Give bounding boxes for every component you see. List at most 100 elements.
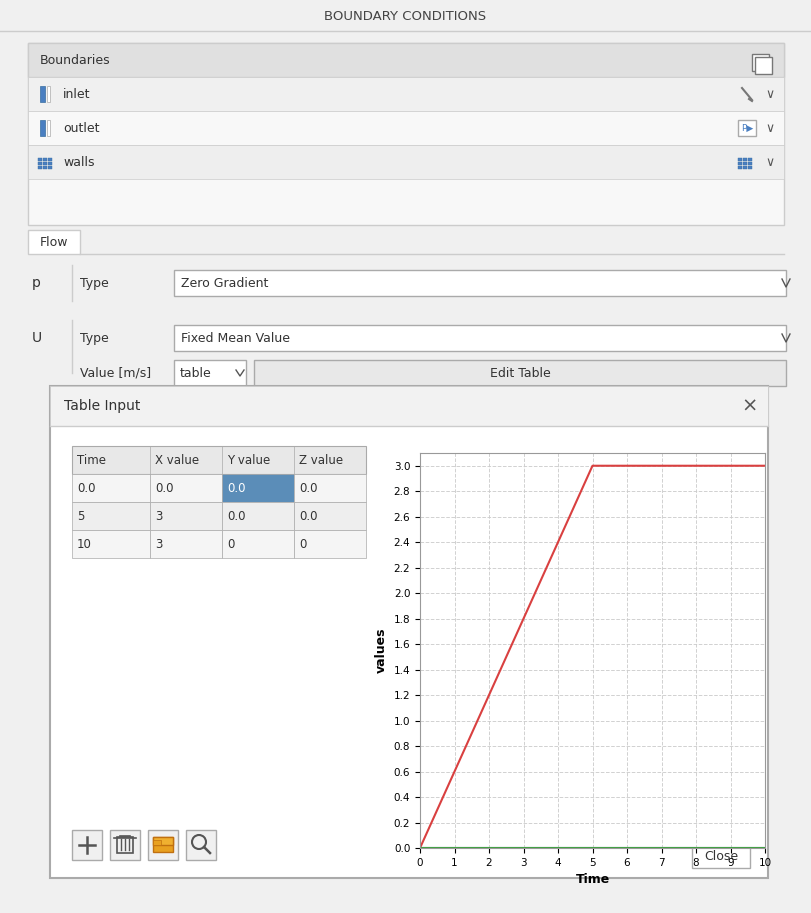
Bar <box>294 502 366 530</box>
Text: walls: walls <box>63 155 95 169</box>
Bar <box>692 844 750 868</box>
Text: Value [m/s]: Value [m/s] <box>80 366 151 380</box>
Line: X value: X value <box>420 466 765 848</box>
Bar <box>153 837 173 852</box>
X-axis label: Time: Time <box>575 873 610 887</box>
Bar <box>38 166 42 169</box>
Text: Time: Time <box>77 454 106 467</box>
Bar <box>48 166 52 169</box>
Text: 0.0: 0.0 <box>299 509 317 522</box>
Bar <box>28 77 784 111</box>
Bar <box>148 830 178 860</box>
Text: 0.0: 0.0 <box>227 509 246 522</box>
Text: 0: 0 <box>227 538 234 551</box>
Bar <box>222 474 294 502</box>
Bar <box>28 43 784 225</box>
Bar <box>48 162 52 165</box>
Text: 0.0: 0.0 <box>227 481 246 495</box>
Bar <box>28 111 784 145</box>
Bar <box>50 386 768 878</box>
Text: Flow: Flow <box>40 236 68 248</box>
Text: 10: 10 <box>77 538 92 551</box>
Y value <box>760 843 770 854</box>
Text: X value: X value <box>155 454 200 467</box>
Text: 0.0: 0.0 <box>77 481 96 495</box>
X value <box>415 843 425 854</box>
Bar <box>72 530 150 558</box>
Text: Fixed Mean Value: Fixed Mean Value <box>181 331 290 344</box>
Text: Type: Type <box>80 277 109 289</box>
Text: P▶: P▶ <box>741 123 753 132</box>
Bar <box>150 474 222 502</box>
Text: Y value: Y value <box>227 454 270 467</box>
X value <box>760 460 770 471</box>
Bar <box>28 230 80 254</box>
Bar <box>38 162 42 165</box>
Text: ∨: ∨ <box>766 121 775 134</box>
Text: U: U <box>32 331 42 345</box>
Text: Table Input: Table Input <box>64 399 140 413</box>
Text: Type: Type <box>80 331 109 344</box>
Bar <box>294 474 366 502</box>
Text: Close: Close <box>704 849 738 863</box>
Bar <box>752 54 769 71</box>
Bar <box>186 830 216 860</box>
Bar <box>48 158 52 161</box>
Text: 3: 3 <box>155 509 162 522</box>
Bar <box>738 162 742 165</box>
Text: 0.0: 0.0 <box>299 481 317 495</box>
Text: BOUNDARY CONDITIONS: BOUNDARY CONDITIONS <box>324 9 486 23</box>
Bar <box>38 158 42 161</box>
Bar <box>72 502 150 530</box>
Bar <box>47 120 50 136</box>
Bar <box>47 86 50 102</box>
Bar <box>743 166 747 169</box>
Text: 3: 3 <box>155 538 162 551</box>
Bar <box>738 120 756 136</box>
Bar <box>755 57 772 74</box>
Bar <box>748 158 752 161</box>
Z value <box>760 843 770 854</box>
Bar <box>153 837 173 845</box>
Text: Boundaries: Boundaries <box>40 54 110 67</box>
Text: ∨: ∨ <box>766 88 775 100</box>
Text: table: table <box>180 366 212 380</box>
Bar <box>748 166 752 169</box>
Bar <box>153 840 161 845</box>
Text: p: p <box>32 276 41 290</box>
Bar <box>174 325 786 351</box>
Bar <box>72 830 102 860</box>
Bar <box>40 120 45 136</box>
Bar <box>43 166 47 169</box>
Bar <box>222 530 294 558</box>
Bar <box>738 166 742 169</box>
Bar <box>43 158 47 161</box>
Z value <box>415 843 425 854</box>
Bar <box>72 474 150 502</box>
Bar <box>150 530 222 558</box>
Bar <box>174 270 786 296</box>
Bar <box>174 360 246 386</box>
Text: Z value: Z value <box>299 454 343 467</box>
Bar <box>50 386 768 426</box>
Text: Edit Table: Edit Table <box>490 366 551 380</box>
Bar <box>40 86 45 102</box>
Bar <box>294 530 366 558</box>
Y value <box>588 843 598 854</box>
Bar <box>743 158 747 161</box>
Text: 0: 0 <box>299 538 307 551</box>
Bar <box>150 502 222 530</box>
Bar <box>43 162 47 165</box>
Text: ∨: ∨ <box>766 155 775 169</box>
Bar <box>222 502 294 530</box>
Bar <box>738 158 742 161</box>
Bar <box>748 162 752 165</box>
Bar <box>110 830 140 860</box>
Bar <box>117 837 133 853</box>
Bar <box>28 145 784 179</box>
Z value <box>588 843 598 854</box>
Bar <box>72 446 366 474</box>
Y-axis label: values: values <box>375 628 388 673</box>
Text: 5: 5 <box>77 509 84 522</box>
Bar <box>743 162 747 165</box>
